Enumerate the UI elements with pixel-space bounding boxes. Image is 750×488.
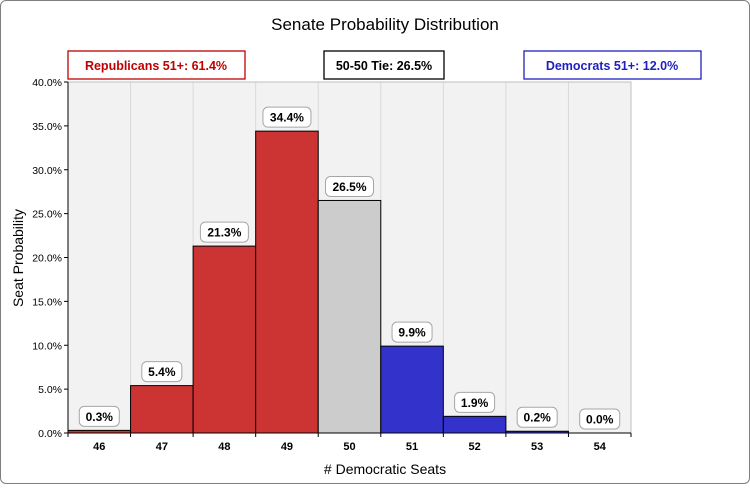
data-label-50: 26.5% — [325, 175, 374, 197]
data-label-box — [78, 405, 120, 427]
data-label-box — [579, 408, 621, 430]
data-label-49: 34.4% — [262, 106, 312, 128]
y-tick-label: 30.0% — [32, 165, 62, 177]
x-tick-label: 48 — [218, 441, 230, 453]
x-tick-label: 52 — [468, 441, 480, 453]
bar-50 — [317, 199, 382, 434]
data-label-47: 5.4% — [141, 361, 183, 383]
x-tick-label: 47 — [156, 441, 168, 453]
data-label-box — [391, 321, 433, 343]
data-label-text: 26.5% — [332, 180, 366, 194]
data-label-box — [199, 221, 249, 243]
y-tick-label: 10.0% — [32, 340, 62, 352]
y-tick-label: 25.0% — [32, 209, 62, 221]
data-label-53: 0.2% — [516, 406, 558, 428]
x-tick-label: 53 — [531, 441, 543, 453]
legend-label-democrats: Democrats 51+: 12.0% — [546, 59, 678, 73]
legend-box-democrats: Democrats 51+: 12.0% — [523, 50, 702, 80]
data-label-box — [516, 406, 558, 428]
y-tick-label: 15.0% — [32, 296, 62, 308]
legend-label-tie: 50-50 Tie: 26.5% — [336, 59, 432, 73]
x-tick-label: 54 — [594, 441, 607, 453]
bar-51 — [380, 345, 444, 434]
data-label-text: 21.3% — [207, 226, 241, 240]
bar-52 — [442, 415, 507, 434]
y-tick-label: 40.0% — [32, 77, 62, 89]
x-tick-label: 50 — [343, 441, 355, 453]
data-label-text: 34.4% — [270, 111, 304, 125]
data-label-54: 0.0% — [579, 408, 621, 430]
legend-label-republicans: Republicans 51+: 61.4% — [85, 59, 227, 73]
data-label-text: 0.0% — [586, 413, 614, 427]
axes: 0.0% 5.0% 10.0% 15.0% 20.0% 25.0% 30.0% 35.0% 40… — [32, 77, 632, 453]
bars — [67, 130, 569, 434]
data-label-text: 0.3% — [86, 410, 114, 424]
chart-title: Senate Probability Distribution — [271, 15, 499, 34]
data-labels: 0.3% 5.4% 21.3% 34.4% 26.5% 9.9% 1.9% 0.2% 0.0% — [78, 106, 621, 430]
x-tick-label: 46 — [93, 441, 105, 453]
data-label-box — [454, 391, 496, 413]
data-label-52: 1.9% — [454, 391, 496, 413]
data-label-text: 5.4% — [148, 365, 176, 379]
bar-48 — [192, 245, 257, 434]
data-label-text: 1.9% — [461, 396, 489, 410]
legend-box-tie: 50-50 Tie: 26.5% — [323, 50, 445, 80]
data-label-box — [262, 106, 312, 128]
data-label-48: 21.3% — [199, 221, 249, 243]
legend-box-republicans: Republicans 51+: 61.4% — [67, 50, 246, 80]
data-label-text: 9.9% — [398, 326, 426, 340]
data-label-box — [325, 175, 374, 197]
data-label-51: 9.9% — [391, 321, 433, 343]
y-tick-label: 35.0% — [32, 121, 62, 133]
y-tick-label: 20.0% — [32, 253, 62, 265]
data-label-box — [141, 361, 183, 383]
x-tick-label: 51 — [406, 441, 418, 453]
bar-49 — [255, 130, 319, 434]
y-axis-title: Seat Probability — [10, 209, 26, 307]
bar-47 — [130, 385, 194, 434]
y-tick-label: 5.0% — [38, 384, 62, 396]
data-label-46: 0.3% — [78, 405, 120, 427]
data-label-text: 0.2% — [523, 411, 551, 425]
x-axis-title: # Democratic Seats — [324, 461, 446, 477]
x-tick-label: 49 — [281, 441, 293, 453]
y-tick-label: 0.0% — [38, 428, 62, 440]
